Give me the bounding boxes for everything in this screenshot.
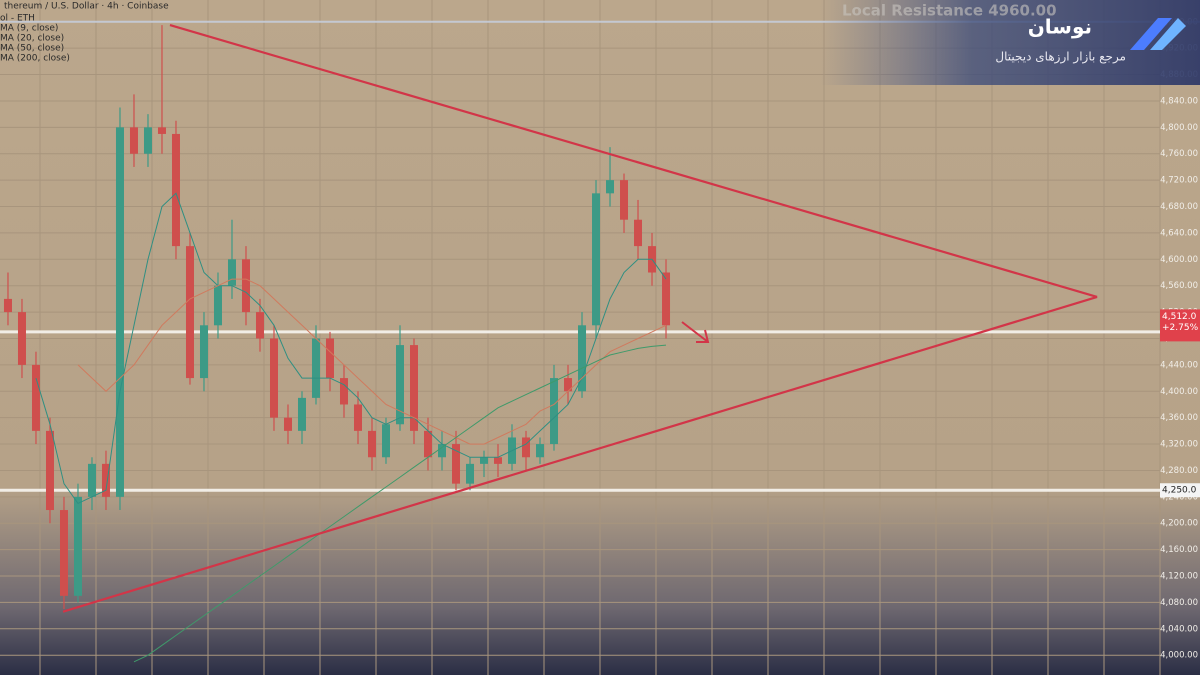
candle-body (564, 378, 573, 392)
candle-body (73, 496, 82, 596)
candle-body (381, 424, 390, 458)
legend-entry: MA (9, close) (0, 24, 58, 34)
candle-body (171, 133, 180, 247)
candle-body (297, 397, 306, 431)
candle-body (311, 338, 320, 398)
candle-body (396, 345, 404, 425)
trendline (169, 24, 1098, 298)
y-tick-label: 4,320.00 (1160, 440, 1198, 450)
candle-body (536, 444, 545, 458)
y-tick-label: 4,080.00 (1160, 598, 1198, 608)
legend-entry: MA (50, close) (0, 44, 64, 54)
candle-body (325, 338, 334, 379)
candle-body (255, 312, 264, 339)
candle-body (87, 463, 96, 497)
chart-title: thereum / U.S. Dollar · 4h · Coinbase (4, 2, 169, 12)
y-tick-label: 4,280.00 (1160, 466, 1198, 476)
candle-body (101, 463, 110, 497)
y-tick-label: 4,200.00 (1160, 519, 1198, 529)
candle-body (59, 510, 68, 596)
y-tick-label: 4,640.00 (1160, 228, 1198, 238)
candle-body (17, 312, 26, 365)
candle-body (45, 430, 54, 511)
candle-body (620, 180, 629, 220)
candle-body (129, 127, 138, 154)
legend-entry: MA (200, close) (0, 54, 70, 64)
y-tick-label: 4,840.00 (1160, 96, 1198, 106)
y-tick-label: 4,720.00 (1160, 176, 1198, 186)
last-price-box (1160, 309, 1200, 342)
level-label: 4,250.0 (1162, 486, 1197, 496)
legend-entry: ol - ETH (0, 14, 35, 24)
candle-body (3, 298, 12, 313)
y-tick-label: 4,400.00 (1160, 387, 1198, 397)
y-tick-label: 4,240.00 (1160, 492, 1198, 502)
candle-body (353, 404, 362, 431)
last-price-change: +2.75% (1162, 323, 1199, 333)
candle-body (185, 246, 194, 379)
y-tick-label: 4,360.00 (1160, 413, 1198, 423)
candle-body (269, 338, 278, 418)
candle-body (115, 127, 124, 497)
candle-body (438, 444, 447, 458)
candle-body (157, 127, 166, 134)
candle-body (367, 430, 376, 458)
candle-body (592, 193, 601, 326)
level-label-box (1160, 483, 1200, 498)
y-tick-label: 4,600.00 (1160, 255, 1198, 265)
y-tick-label: 4,160.00 (1160, 545, 1198, 555)
legend-entry: MA (20, close) (0, 34, 64, 44)
annotation: Local Resistance 4960.00 (842, 2, 1057, 20)
last-price-label: 4,512.0 (1162, 312, 1197, 322)
candle-body (480, 457, 489, 464)
ma-line (77, 278, 667, 445)
candle-body (199, 325, 208, 379)
y-tick-label: 4,680.00 (1160, 202, 1198, 212)
candle-body (283, 417, 292, 431)
candle-body (578, 325, 587, 392)
brand-logo (1130, 18, 1186, 50)
candle-body (339, 378, 348, 405)
candle-body (241, 259, 250, 313)
y-tick-label: 4,760.00 (1160, 149, 1198, 159)
candle-body (522, 437, 531, 458)
y-tick-label: 4,000.00 (1160, 651, 1198, 661)
candle-body (31, 364, 40, 431)
y-tick-label: 4,120.00 (1160, 572, 1198, 582)
candle-body (606, 180, 615, 194)
candle-body (452, 444, 461, 484)
y-tick-label: 4,800.00 (1160, 123, 1198, 133)
candle-body (634, 219, 643, 247)
candle-body (662, 272, 671, 326)
candle-body (424, 430, 433, 458)
y-tick-label: 4,040.00 (1160, 624, 1198, 634)
candle-body (227, 259, 236, 286)
ma-line (35, 192, 667, 505)
y-tick-label: 4,440.00 (1160, 360, 1198, 370)
candle-body (550, 378, 559, 445)
direction-arrow (681, 321, 710, 343)
trendline (62, 295, 1098, 613)
ma-line (133, 344, 667, 663)
candle-body (213, 285, 222, 326)
candle-body (410, 345, 419, 431)
candle-body (494, 457, 503, 464)
y-tick-label: 4,560.00 (1160, 281, 1198, 291)
brand-tagline: مرجع بازار ارزهای دیجیتال (995, 50, 1126, 65)
candle-body (466, 463, 475, 484)
candle-body (143, 127, 152, 154)
brand-name: نوسان (1028, 15, 1092, 39)
